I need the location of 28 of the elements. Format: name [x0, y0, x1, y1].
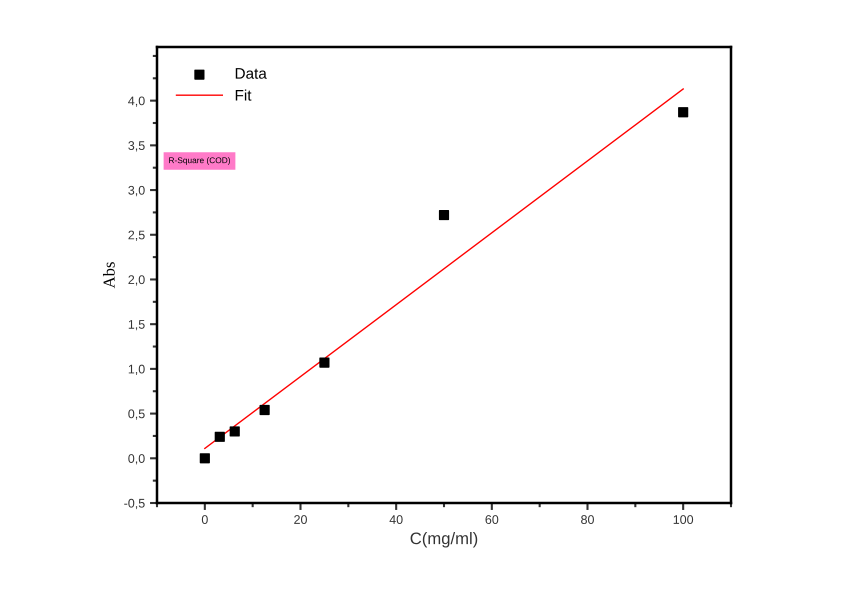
point [319, 358, 330, 368]
x-tick-label: 60 [486, 515, 498, 524]
legend-label: Data [236, 68, 267, 79]
point [260, 404, 270, 416]
y-tick-label: 2,5 [128, 230, 145, 241]
x-axis-title: C(mg/ml) [410, 532, 478, 548]
annotation: R-Square (COD) [169, 157, 230, 165]
point [200, 453, 210, 464]
legend-label: Fit [236, 89, 252, 101]
y-tick-label: 3,0 [128, 186, 145, 196]
point [678, 107, 688, 118]
y-tick-label: 3,5 [128, 141, 145, 152]
y-tick-label: 0,5 [128, 409, 145, 420]
x-tick-label: 100 [674, 515, 694, 524]
x-tick-label: 80 [581, 515, 594, 524]
y-tick-label: -0,5 [124, 498, 145, 510]
x-tick-label: 0 [202, 515, 208, 524]
x-tick-label: 40 [390, 515, 403, 524]
y-tick-label: 1,0 [128, 364, 145, 376]
y-tick-label: 2,0 [128, 275, 145, 286]
x-tick-label: 20 [294, 515, 307, 524]
point [230, 426, 240, 437]
point [438, 210, 450, 220]
y-axis-title: Abs [102, 262, 115, 288]
y-tick-label: 4,0 [128, 96, 145, 107]
point [214, 432, 225, 442]
y-tick-label: 1,5 [128, 320, 145, 330]
y-tick-label: 0,0 [128, 454, 145, 464]
